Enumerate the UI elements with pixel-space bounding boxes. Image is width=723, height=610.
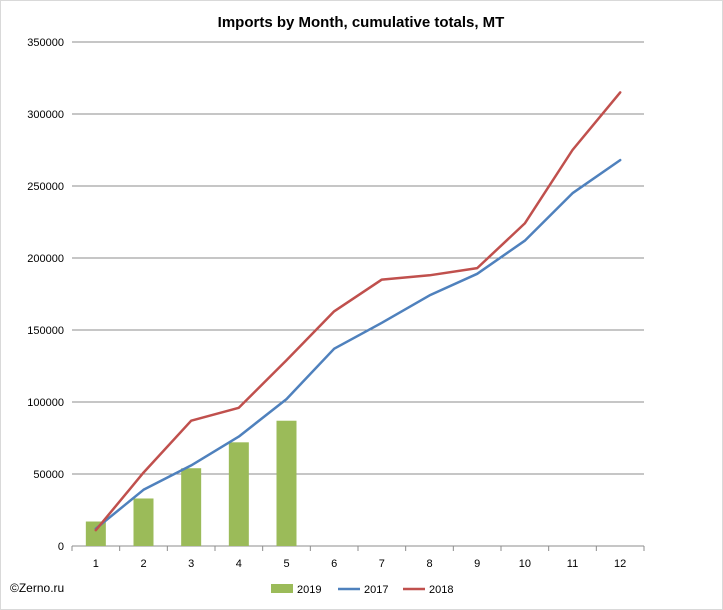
bar-2019	[276, 420, 297, 546]
legend-swatch-2019	[271, 584, 293, 593]
y-tick-label: 350000	[27, 37, 64, 49]
x-tick-label: 3	[188, 558, 194, 570]
bar-2019	[181, 468, 202, 546]
y-tick-label: 100000	[27, 397, 64, 409]
x-tick-label: 10	[519, 558, 531, 570]
x-tick-label: 11	[567, 558, 578, 570]
x-axis: 1 2 3 4 5 6 7 8 9 10 11 12	[71, 545, 645, 570]
chart-title: Imports by Month, cumulative totals, MT	[218, 14, 505, 31]
bar-2019	[228, 442, 249, 546]
x-tick-label: 4	[236, 558, 242, 570]
y-tick-label: 0	[58, 541, 64, 553]
gridlines	[72, 41, 644, 475]
x-tick-label: 12	[614, 558, 626, 570]
bar-2019	[85, 521, 106, 546]
bar-2019	[133, 498, 154, 546]
legend-label-2019: 2019	[297, 584, 321, 596]
x-tick-label: 6	[331, 558, 337, 570]
line-series-2017	[94, 158, 622, 530]
x-tick-label: 9	[474, 558, 480, 570]
x-tick-label: 7	[379, 558, 385, 570]
legend-label-2017: 2017	[364, 584, 388, 596]
x-tick-label: 5	[283, 558, 289, 570]
line-series-2018	[94, 91, 622, 532]
x-tick-label: 1	[93, 558, 99, 570]
legend-label-2018: 2018	[429, 584, 453, 596]
y-axis-ticks: 0 50000 100000 150000 200000 250000 300000 3500…	[27, 37, 64, 553]
x-tick-label: 8	[426, 558, 432, 570]
y-tick-label: 50000	[33, 469, 64, 481]
x-tick-label: 2	[140, 558, 146, 570]
legend: 2019 2017 2018	[271, 584, 453, 596]
y-tick-label: 250000	[27, 181, 64, 193]
y-tick-label: 200000	[27, 253, 64, 265]
copyright-note: ©Zerno.ru	[10, 581, 65, 595]
y-tick-label: 300000	[27, 109, 64, 121]
y-tick-label: 150000	[27, 325, 64, 337]
line-series	[94, 91, 622, 532]
bar-series	[85, 420, 297, 546]
